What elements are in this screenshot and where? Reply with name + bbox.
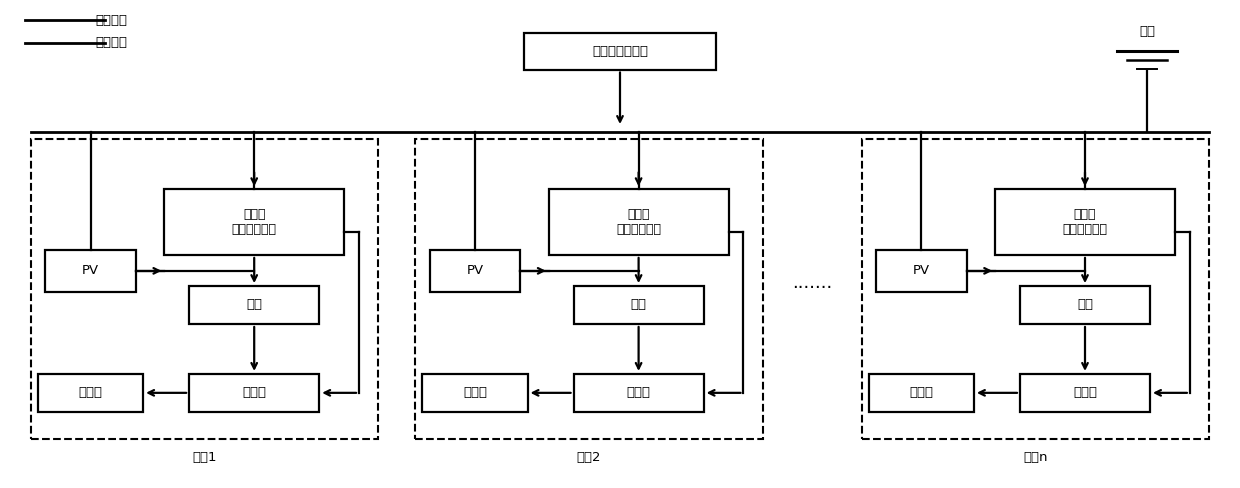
Text: PV: PV — [466, 264, 484, 277]
Text: 电力供应: 电力供应 — [95, 14, 128, 27]
Text: 用户1: 用户1 — [192, 451, 217, 464]
Text: 空气源
热泵、电制热: 空气源 热泵、电制热 — [616, 208, 661, 236]
Text: 空气源
热泵、电制热: 空气源 热泵、电制热 — [1063, 208, 1107, 236]
Text: 电负荷: 电负荷 — [463, 386, 487, 399]
Text: 储热: 储热 — [1078, 299, 1092, 311]
Text: PV: PV — [913, 264, 930, 277]
Bar — [549, 189, 729, 255]
Text: 热负荷: 热负荷 — [1073, 386, 1097, 399]
Bar — [422, 374, 528, 412]
Bar — [1019, 286, 1149, 324]
Bar — [875, 250, 967, 291]
Text: 热力供应: 热力供应 — [95, 37, 128, 49]
Bar — [994, 189, 1176, 255]
Text: 热负荷: 热负荷 — [242, 386, 267, 399]
Text: 用户n: 用户n — [1023, 451, 1048, 464]
Text: ·······: ······· — [792, 279, 832, 297]
Bar — [188, 286, 320, 324]
Bar — [573, 286, 704, 324]
Bar — [430, 250, 521, 291]
Text: 电负荷: 电负荷 — [78, 386, 103, 399]
Bar — [523, 33, 717, 69]
Text: PV: PV — [82, 264, 99, 277]
Text: 外网: 外网 — [1140, 25, 1154, 38]
Bar — [573, 374, 704, 412]
Bar — [868, 374, 975, 412]
Text: 集中式光伏走廊: 集中式光伏走廊 — [591, 45, 649, 58]
Text: 储热: 储热 — [631, 299, 646, 311]
Bar — [188, 374, 320, 412]
Bar — [415, 139, 763, 439]
Bar — [862, 139, 1209, 439]
Text: 电负荷: 电负荷 — [909, 386, 934, 399]
Text: 储热: 储热 — [247, 299, 262, 311]
Text: 热负荷: 热负荷 — [626, 386, 651, 399]
Bar — [31, 139, 378, 439]
Bar — [1019, 374, 1149, 412]
Bar — [45, 250, 135, 291]
Bar — [164, 189, 343, 255]
Text: 用户2: 用户2 — [577, 451, 601, 464]
Text: 空气源
热泵、电制热: 空气源 热泵、电制热 — [232, 208, 277, 236]
Bar — [37, 374, 143, 412]
